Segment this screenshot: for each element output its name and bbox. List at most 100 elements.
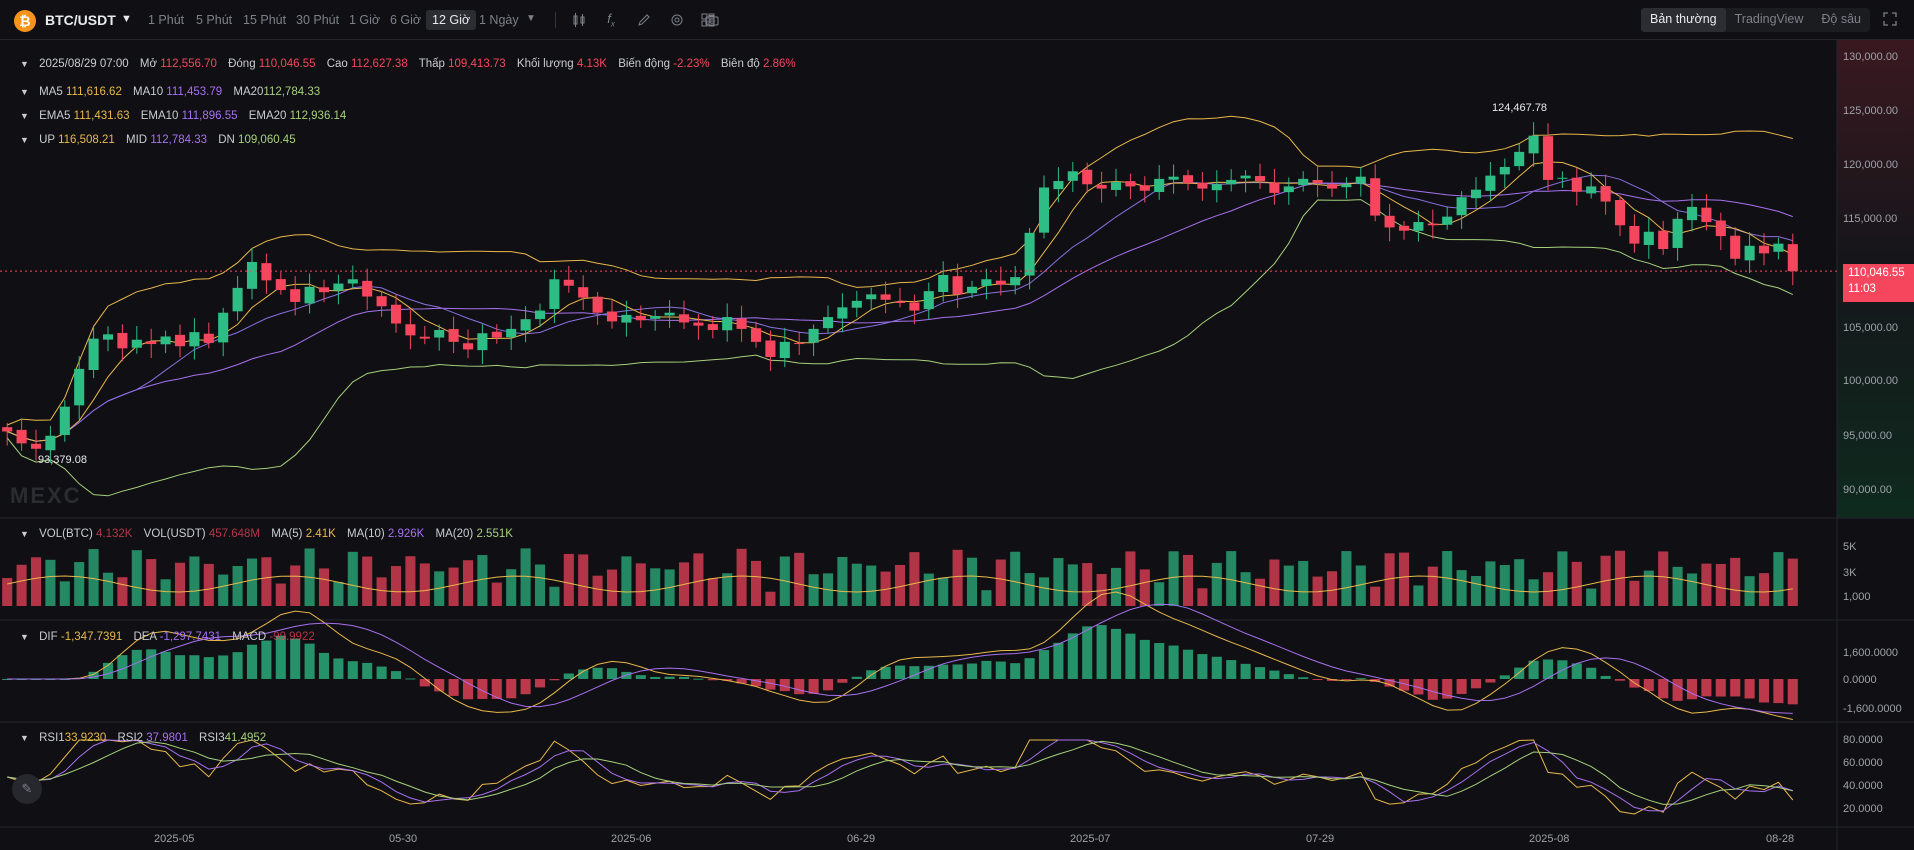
pair-title[interactable]: BTC/USDT	[45, 12, 116, 28]
candle-body	[1370, 178, 1381, 216]
macd-histogram-bar	[1499, 675, 1510, 679]
volume-bar	[1240, 572, 1251, 606]
macd-histogram-bar	[491, 679, 502, 699]
candle-body	[448, 328, 459, 342]
fullscreen-icon[interactable]	[1883, 12, 1897, 31]
candle-body	[1154, 178, 1165, 193]
macd-legend[interactable]: ▼ DIF -1,347.7391 DEA -1,297.7431 MACD -…	[20, 631, 315, 643]
macd-histogram-bar	[520, 679, 531, 695]
ma5-value: 111,616.62	[65, 86, 122, 98]
candle-body	[1211, 184, 1222, 191]
volume-bar	[1643, 570, 1654, 606]
candle-body	[866, 294, 877, 300]
macd-histogram-bar	[1643, 679, 1654, 692]
tab-depth[interactable]: Độ sâu	[1821, 12, 1862, 26]
candle-body	[261, 263, 272, 281]
candle-body	[1427, 223, 1438, 226]
candle-body	[347, 279, 358, 284]
candle-body	[952, 276, 963, 295]
candle-body	[808, 328, 819, 343]
draw-pencil-icon[interactable]	[634, 10, 654, 30]
ema5-label: EMA5	[39, 110, 71, 122]
macd-histogram-bar	[1269, 670, 1280, 679]
candle-body	[1197, 182, 1208, 189]
macd-histogram-bar	[102, 662, 114, 679]
dea-label: DEA	[133, 631, 157, 643]
candle-body	[1730, 235, 1741, 259]
timeframe-5m[interactable]: 5 Phút	[196, 13, 233, 27]
more-timeframes-icon[interactable]: ▼	[526, 13, 536, 24]
timeframe-15m[interactable]: 15 Phút	[243, 13, 287, 27]
rsi-tick: 80.0000	[1843, 734, 1883, 746]
volume-bar	[1370, 586, 1381, 606]
drawing-tools-icon[interactable]: ✎	[12, 774, 42, 804]
candle-body	[822, 317, 834, 329]
volume-bar	[995, 559, 1006, 606]
candle-body	[160, 336, 171, 345]
price-tick: 125,000.00	[1843, 105, 1899, 117]
macd-histogram-bar	[1528, 660, 1539, 679]
volume-bar	[1470, 575, 1482, 606]
price-tick: 115,000.00	[1843, 213, 1898, 225]
volume-bar	[203, 563, 214, 606]
volume-bar	[1686, 573, 1698, 606]
volume-bar	[246, 558, 258, 606]
macd-histogram-bar	[664, 676, 675, 679]
tab-tradingview[interactable]: TradingView	[1734, 12, 1804, 26]
macd-histogram-bar	[1139, 639, 1150, 679]
macd-histogram-bar	[448, 679, 459, 696]
macd-histogram-bar	[1586, 667, 1597, 679]
settings-gear-icon[interactable]	[667, 10, 687, 30]
volume-bar	[1398, 552, 1410, 606]
rsi-legend[interactable]: ▼ RSI133.9230 RSI2 37.9801 RSI341.4952	[20, 732, 267, 744]
macd-histogram-bar	[462, 679, 474, 700]
macd-histogram-bar	[405, 678, 416, 680]
screenshot-camera-icon[interactable]	[702, 10, 722, 30]
candle-type-icon[interactable]	[569, 10, 589, 30]
ma-legend[interactable]: ▼ MA5 111,616.62 MA10 111,453.79 MA20112…	[20, 86, 321, 98]
volume-bar	[117, 577, 128, 606]
volume-bar	[966, 557, 978, 606]
pair-dropdown-icon[interactable]: ▼	[121, 13, 132, 25]
macd-histogram-bar	[1485, 679, 1496, 683]
timeframe-30m[interactable]: 30 Phút	[296, 13, 340, 27]
volume-bar	[1355, 565, 1366, 606]
low-marker-label: 93,379.08	[38, 454, 87, 466]
candle-body	[1413, 222, 1424, 231]
candle-body	[117, 332, 128, 349]
date-tick: 05-30	[389, 833, 418, 845]
candle-body	[102, 334, 114, 340]
ema-legend[interactable]: ▼ EMA5 111,431.63 EMA10 111,896.55 EMA20…	[20, 110, 347, 122]
volume-bar	[635, 563, 646, 606]
candle-body	[592, 296, 603, 313]
timeframe-1m[interactable]: 1 Phút	[148, 13, 185, 27]
volume-bar	[909, 552, 920, 606]
macd-histogram-bar	[1542, 659, 1554, 679]
macd-histogram-bar	[938, 664, 949, 679]
timeframe-12h[interactable]: 12 Giờ	[426, 10, 477, 30]
volume-bar	[146, 559, 157, 606]
macd-histogram-bar	[1600, 675, 1611, 679]
volume-legend[interactable]: ▼ VOL(BTC) 4.132K VOL(USDT) 457.648M MA(…	[20, 528, 513, 540]
macd-histogram-bar	[851, 676, 862, 679]
candle-body	[174, 334, 186, 347]
ma10-label: MA10	[133, 86, 164, 98]
indicators-icon[interactable]: fx	[607, 11, 615, 29]
price-tick: 90,000.00	[1843, 484, 1892, 496]
candle-body	[506, 328, 517, 338]
vol-ma20-value: 2.551K	[476, 528, 513, 540]
candle-body	[1125, 181, 1136, 187]
tab-basic-view[interactable]: Bản thường	[1641, 8, 1726, 32]
volume-bar	[923, 573, 934, 606]
macd-histogram-bar	[1571, 663, 1582, 679]
macd-histogram-bar	[333, 658, 344, 679]
volume-bar	[419, 563, 430, 606]
macd-histogram-bar	[1038, 650, 1050, 679]
candle-body	[203, 333, 214, 343]
timeframe-1h[interactable]: 1 Giờ	[349, 13, 381, 27]
timeframe-1d[interactable]: 1 Ngày	[479, 13, 519, 27]
boll-legend[interactable]: ▼ UP 116,508.21 MID 112,784.33 DN 109,06…	[20, 134, 296, 146]
timeframe-6h[interactable]: 6 Giờ	[390, 13, 422, 27]
volume-bar	[160, 579, 171, 606]
